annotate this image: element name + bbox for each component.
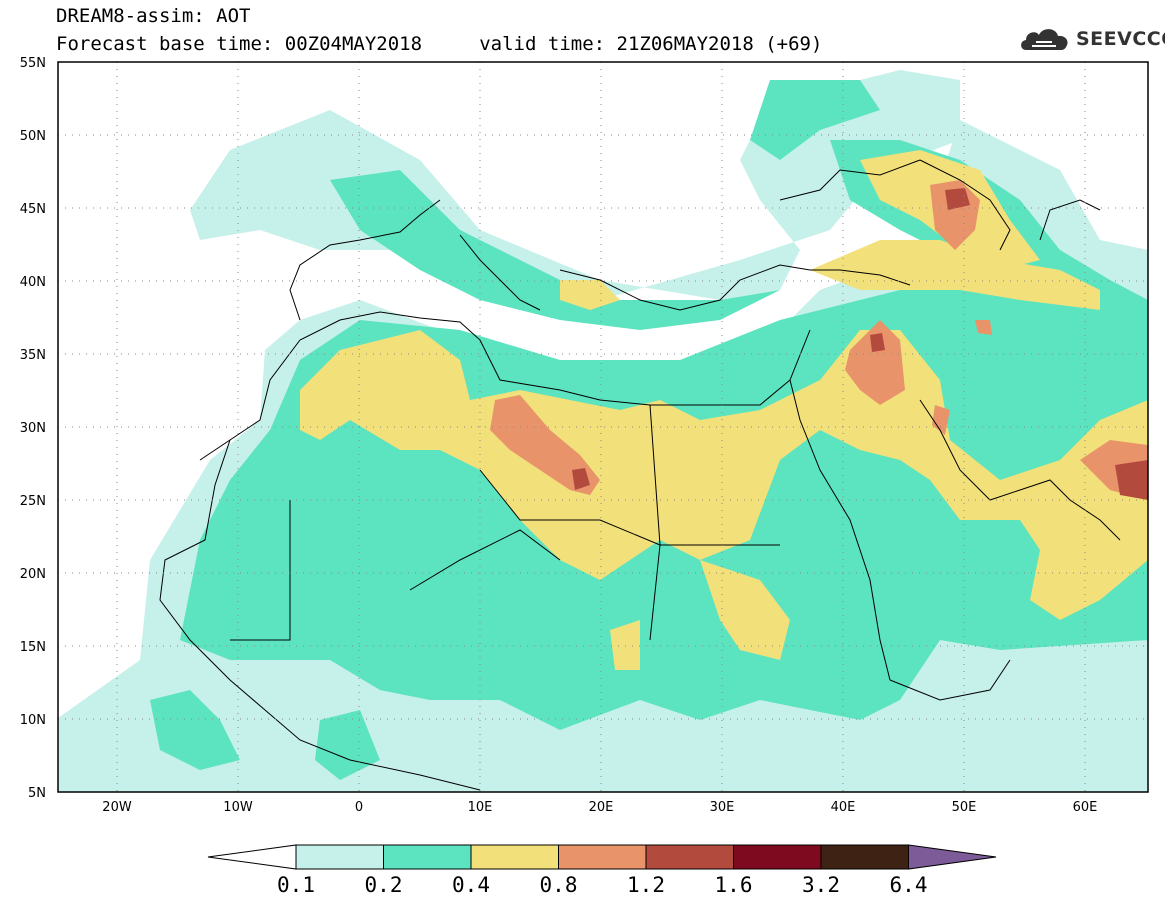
lat-label: 30N [20,421,46,436]
lon-label: 40E [831,800,856,815]
colorbar-swatch [295,844,384,870]
colorbar-label: 0.4 [452,873,490,897]
lat-label: 20N [20,567,46,582]
lat-label: 5N [28,786,46,801]
lon-label: 30E [710,800,735,815]
lon-label: 60E [1073,800,1098,815]
map-title: DREAM8-assim: AOT [56,5,251,27]
colorbar [207,844,997,870]
lon-label: 50E [952,800,977,815]
colorbar-label: 0.1 [277,873,315,897]
lon-axis: 20W 10W 0 10E 20E 30E 40E 50E 60E [102,800,1097,815]
colorbar-label: 0.2 [365,873,403,897]
colorbar-swatch [733,844,822,870]
colorbar-swatch [383,844,472,870]
lat-label: 40N [20,275,46,290]
lat-label: 55N [20,56,46,71]
lon-label: 0 [355,800,363,815]
coastlines [159,159,1121,791]
colorbar-labels: 0.1 0.2 0.4 0.8 1.2 1.6 3.2 6.4 [277,873,927,897]
seevccc-logo: SEEVCCC [1018,24,1165,54]
lat-label: 45N [20,202,46,217]
logo-text: SEEVCCC [1076,28,1165,50]
colorbar-label: 0.8 [540,873,578,897]
cloud-icon [1021,29,1068,50]
lon-label: 10W [223,800,253,815]
colorbar-label: 3.2 [802,873,840,897]
colorbar-swatch [820,844,909,870]
colorbar-label: 6.4 [890,873,928,897]
graticule [58,62,1148,792]
lat-label: 35N [20,348,46,363]
colorbar-min-arrow [207,844,297,870]
colorbar-label: 1.6 [715,873,753,897]
lat-label: 10N [20,713,46,728]
aot-field [58,70,1148,792]
lat-label: 50N [20,129,46,144]
colorbar-swatch [558,844,647,870]
lon-label: 10E [468,800,493,815]
colorbar-max-arrow [908,844,997,870]
lon-label: 20W [102,800,132,815]
lat-axis: 55N 50N 45N 40N 35N 30N 25N 20N 15N 10N … [20,56,46,801]
lat-label: 25N [20,494,46,509]
lon-label: 20E [589,800,614,815]
colorbar-swatch [470,844,559,870]
lat-label: 15N [20,640,46,655]
forecast-time-line: Forecast base time: 00Z04MAY2018 valid t… [56,33,823,55]
colorbar-swatch [645,844,734,870]
map-frame [57,61,1149,793]
colorbar-label: 1.2 [627,873,665,897]
